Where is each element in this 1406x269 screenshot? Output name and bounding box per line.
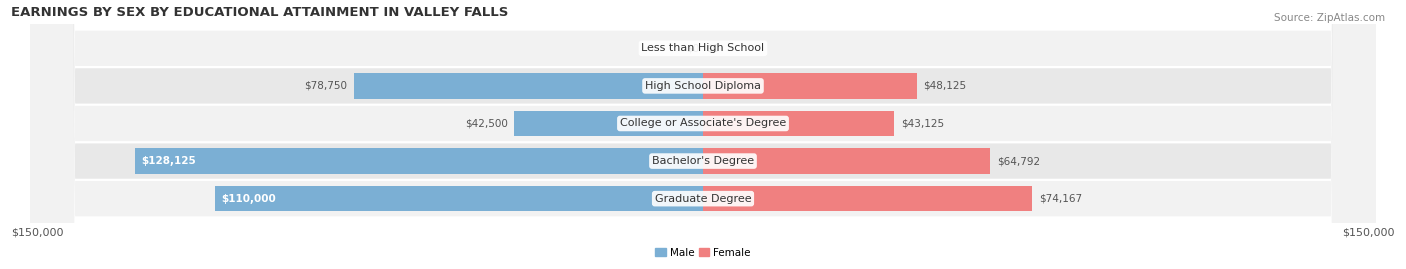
Text: $64,792: $64,792 [997, 156, 1040, 166]
Bar [135, 148, 703, 174]
Text: $110,000: $110,000 [222, 194, 277, 204]
Text: Source: ZipAtlas.com: Source: ZipAtlas.com [1274, 13, 1385, 23]
Bar [353, 73, 703, 99]
Text: Graduate Degree: Graduate Degree [655, 194, 751, 204]
Text: $48,125: $48,125 [924, 81, 966, 91]
Text: EARNINGS BY SEX BY EDUCATIONAL ATTAINMENT IN VALLEY FALLS: EARNINGS BY SEX BY EDUCATIONAL ATTAINMEN… [11, 6, 508, 19]
Bar [703, 111, 894, 136]
Bar [703, 186, 1032, 211]
Bar [515, 111, 703, 136]
Text: High School Diploma: High School Diploma [645, 81, 761, 91]
Text: Less than High School: Less than High School [641, 43, 765, 53]
Text: $42,500: $42,500 [465, 118, 508, 129]
Legend: Male, Female: Male, Female [651, 243, 755, 262]
FancyBboxPatch shape [31, 0, 1375, 269]
Text: $43,125: $43,125 [901, 118, 943, 129]
Bar [703, 73, 917, 99]
Text: $0: $0 [686, 43, 700, 53]
Text: $78,750: $78,750 [304, 81, 347, 91]
Text: $128,125: $128,125 [141, 156, 195, 166]
Text: College or Associate's Degree: College or Associate's Degree [620, 118, 786, 129]
FancyBboxPatch shape [31, 0, 1375, 269]
FancyBboxPatch shape [31, 0, 1375, 269]
Text: Bachelor's Degree: Bachelor's Degree [652, 156, 754, 166]
Bar [215, 186, 703, 211]
Bar [703, 148, 990, 174]
FancyBboxPatch shape [31, 0, 1375, 269]
Text: $0: $0 [706, 43, 720, 53]
Text: $74,167: $74,167 [1039, 194, 1081, 204]
FancyBboxPatch shape [31, 0, 1375, 269]
